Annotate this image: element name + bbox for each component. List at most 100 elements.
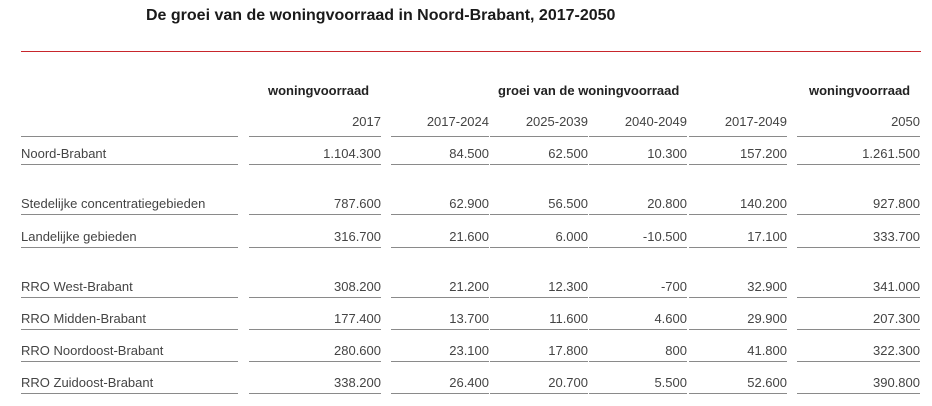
table-row: RRO West-Brabant 308.200 21.200 12.300 -700 3… <box>0 277 932 297</box>
table-cell: 800 <box>665 343 687 358</box>
table-cell: 10.300 <box>647 146 687 161</box>
row-label: RRO Midden-Brabant <box>21 311 146 326</box>
column-header-2040-2049: 2040-2049 <box>624 114 687 129</box>
table-cell: 84.500 <box>449 146 489 161</box>
row-1-col-rule <box>490 214 588 215</box>
row-3-col-rule <box>797 297 920 298</box>
row-5-col-rule <box>797 361 920 362</box>
table-cell: 390.800 <box>873 375 920 390</box>
row-1-col-rule <box>689 214 787 215</box>
row-5-col-rule <box>689 361 787 362</box>
row-label: Stedelijke concentratiegebieden <box>21 196 206 211</box>
header-woningvoorraad-2050: woningvoorraad <box>809 83 911 98</box>
header-col-rule <box>689 136 787 137</box>
column-header-2025-2039: 2025-2039 <box>525 114 588 129</box>
header-col-rule <box>490 136 588 137</box>
row-2-col-rule <box>490 247 588 248</box>
header-col-rule <box>589 136 687 137</box>
row-6-col-rule <box>797 393 920 394</box>
row-6-col-rule <box>490 393 588 394</box>
row-label: Noord-Brabant <box>21 146 107 161</box>
row-2-col-rule <box>589 247 687 248</box>
row-0-col-rule <box>490 164 588 165</box>
table-cell: 280.600 <box>334 343 381 358</box>
row-0-name-rule <box>21 164 238 165</box>
row-4-col-rule <box>589 329 687 330</box>
row-5-name-rule <box>21 361 238 362</box>
table-cell: 11.600 <box>549 311 588 326</box>
title-divider <box>21 51 921 52</box>
row-3-col-rule <box>490 297 588 298</box>
table-cell: 20.700 <box>548 375 588 390</box>
row-1-col-rule <box>589 214 687 215</box>
row-3-col-rule <box>689 297 787 298</box>
row-0-col-rule <box>689 164 787 165</box>
row-6-col-rule <box>391 393 489 394</box>
table-row: Noord-Brabant 1.104.300 84.500 62.500 10.300… <box>0 144 932 164</box>
row-3-name-rule <box>21 297 238 298</box>
table-cell: 927.800 <box>873 196 920 211</box>
table-cell: 177.400 <box>334 311 381 326</box>
header-col-rule <box>391 136 489 137</box>
row-4-col-rule <box>689 329 787 330</box>
row-4-name-rule <box>21 329 238 330</box>
page-title: De groei van de woningvoorraad in Noord-… <box>146 7 616 24</box>
column-header-2017-2049: 2017-2049 <box>724 114 787 129</box>
table-cell: 4.600 <box>654 311 687 326</box>
table-cell: 26.400 <box>449 375 489 390</box>
header-woningvoorraad-2017: woningvoorraad <box>268 83 370 98</box>
table-cell: 341.000 <box>873 279 920 294</box>
header-groei: groei van de woningvoorraad <box>498 83 680 98</box>
table-cell: 308.200 <box>334 279 381 294</box>
table-cell: 322.300 <box>873 343 920 358</box>
column-header-2050: 2050 <box>891 114 920 129</box>
table-row: Landelijke gebieden 316.700 21.600 6.000 -10… <box>0 227 932 247</box>
row-label: RRO Noordoost-Brabant <box>21 343 164 358</box>
table-cell: 23.100 <box>449 343 489 358</box>
row-6-col-rule <box>589 393 687 394</box>
row-5-col-rule <box>249 361 381 362</box>
table-cell: 56.500 <box>548 196 588 211</box>
row-6-name-rule <box>21 393 238 394</box>
table-cell: 52.600 <box>747 375 787 390</box>
table-cell: 140.200 <box>740 196 787 211</box>
table-row: Stedelijke concentratiegebieden 787.600 62… <box>0 194 932 214</box>
table-cell: 17.800 <box>548 343 588 358</box>
row-1-col-rule <box>797 214 920 215</box>
row-4-col-rule <box>391 329 489 330</box>
row-0-col-rule <box>249 164 381 165</box>
row-3-col-rule <box>391 297 489 298</box>
row-0-col-rule <box>589 164 687 165</box>
header-col-rule <box>249 136 381 137</box>
table-cell: 316.700 <box>334 229 381 244</box>
table-cell: 333.700 <box>873 229 920 244</box>
table-row: RRO Midden-Brabant 177.400 13.700 11.600 4.6… <box>0 309 932 329</box>
table-cell: 17.100 <box>747 229 787 244</box>
table-cell: 62.900 <box>449 196 489 211</box>
table-cell: 1.104.300 <box>323 146 381 161</box>
column-header-2017-2024: 2017-2024 <box>426 114 489 129</box>
table-cell: 62.500 <box>548 146 588 161</box>
row-label: RRO West-Brabant <box>21 279 133 294</box>
table-cell: 787.600 <box>334 196 381 211</box>
row-label: Landelijke gebieden <box>21 229 137 244</box>
row-6-col-rule <box>689 393 787 394</box>
row-2-col-rule <box>391 247 489 248</box>
table-row: RRO Noordoost-Brabant 280.600 23.100 17.800… <box>0 341 932 361</box>
table-cell: 13.700 <box>449 311 489 326</box>
table-cell: 157.200 <box>740 146 787 161</box>
header-name-rule <box>21 136 238 137</box>
column-header-2017: 2017 <box>352 114 381 129</box>
table-cell: 12.300 <box>548 279 588 294</box>
table-cell: 20.800 <box>647 196 687 211</box>
row-2-col-rule <box>797 247 920 248</box>
row-4-col-rule <box>249 329 381 330</box>
row-5-col-rule <box>391 361 489 362</box>
table-cell: 5.500 <box>654 375 687 390</box>
table-row: RRO Zuidoost-Brabant 338.200 26.400 20.700 5… <box>0 373 932 393</box>
row-3-col-rule <box>589 297 687 298</box>
row-0-col-rule <box>391 164 489 165</box>
row-1-col-rule <box>391 214 489 215</box>
table-cell: 6.000 <box>555 229 588 244</box>
row-2-name-rule <box>21 247 238 248</box>
